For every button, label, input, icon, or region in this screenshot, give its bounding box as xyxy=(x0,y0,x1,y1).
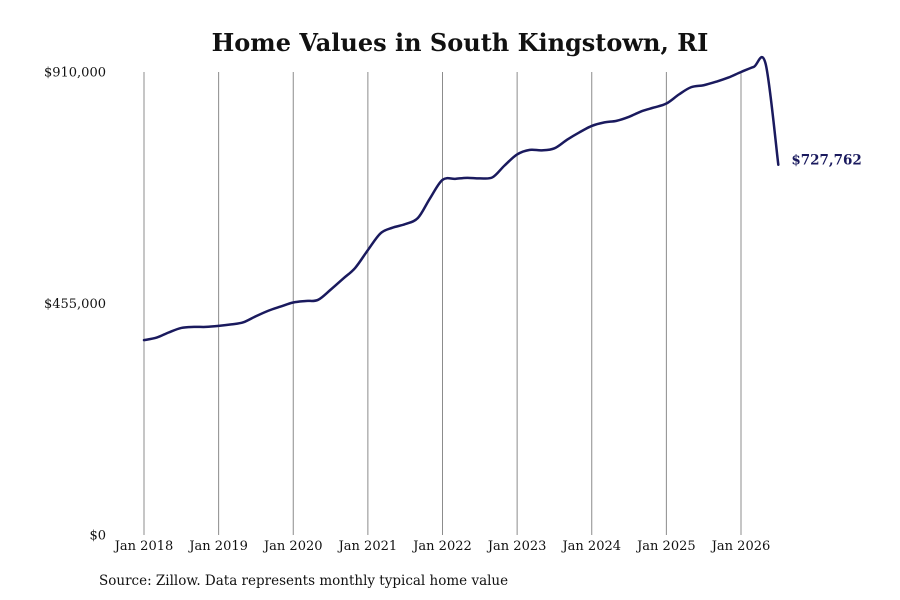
grid-lines xyxy=(143,72,742,535)
x-tick-label: Jan 2023 xyxy=(486,539,547,554)
x-tick-label: Jan 2019 xyxy=(187,539,248,554)
chart-title: Home Values in South Kingstown, RI xyxy=(212,28,709,57)
source-note: Source: Zillow. Data represents monthly … xyxy=(99,573,509,589)
series-line xyxy=(142,56,780,342)
x-tick-labels: Jan 2018 Jan 2019 Jan 2020 Jan 2021 Jan 2022… xyxy=(113,539,771,554)
y-tick-labels: $0 $455,000 $910,000 xyxy=(44,66,106,544)
x-tick-label: Jan 2022 xyxy=(411,539,472,554)
x-tick-label: Jan 2021 xyxy=(337,539,398,554)
end-value-label: $727,762 xyxy=(791,153,861,169)
x-tick-label: Jan 2020 xyxy=(262,539,323,554)
y-tick-label: $0 xyxy=(89,529,106,544)
x-tick-label: Jan 2025 xyxy=(635,539,696,554)
y-tick-label: $455,000 xyxy=(44,297,106,312)
x-tick-label: Jan 2018 xyxy=(113,539,174,554)
x-tick-label: Jan 2026 xyxy=(710,539,771,554)
x-tick-label: Jan 2024 xyxy=(560,539,621,554)
y-tick-label: $910,000 xyxy=(44,66,106,81)
